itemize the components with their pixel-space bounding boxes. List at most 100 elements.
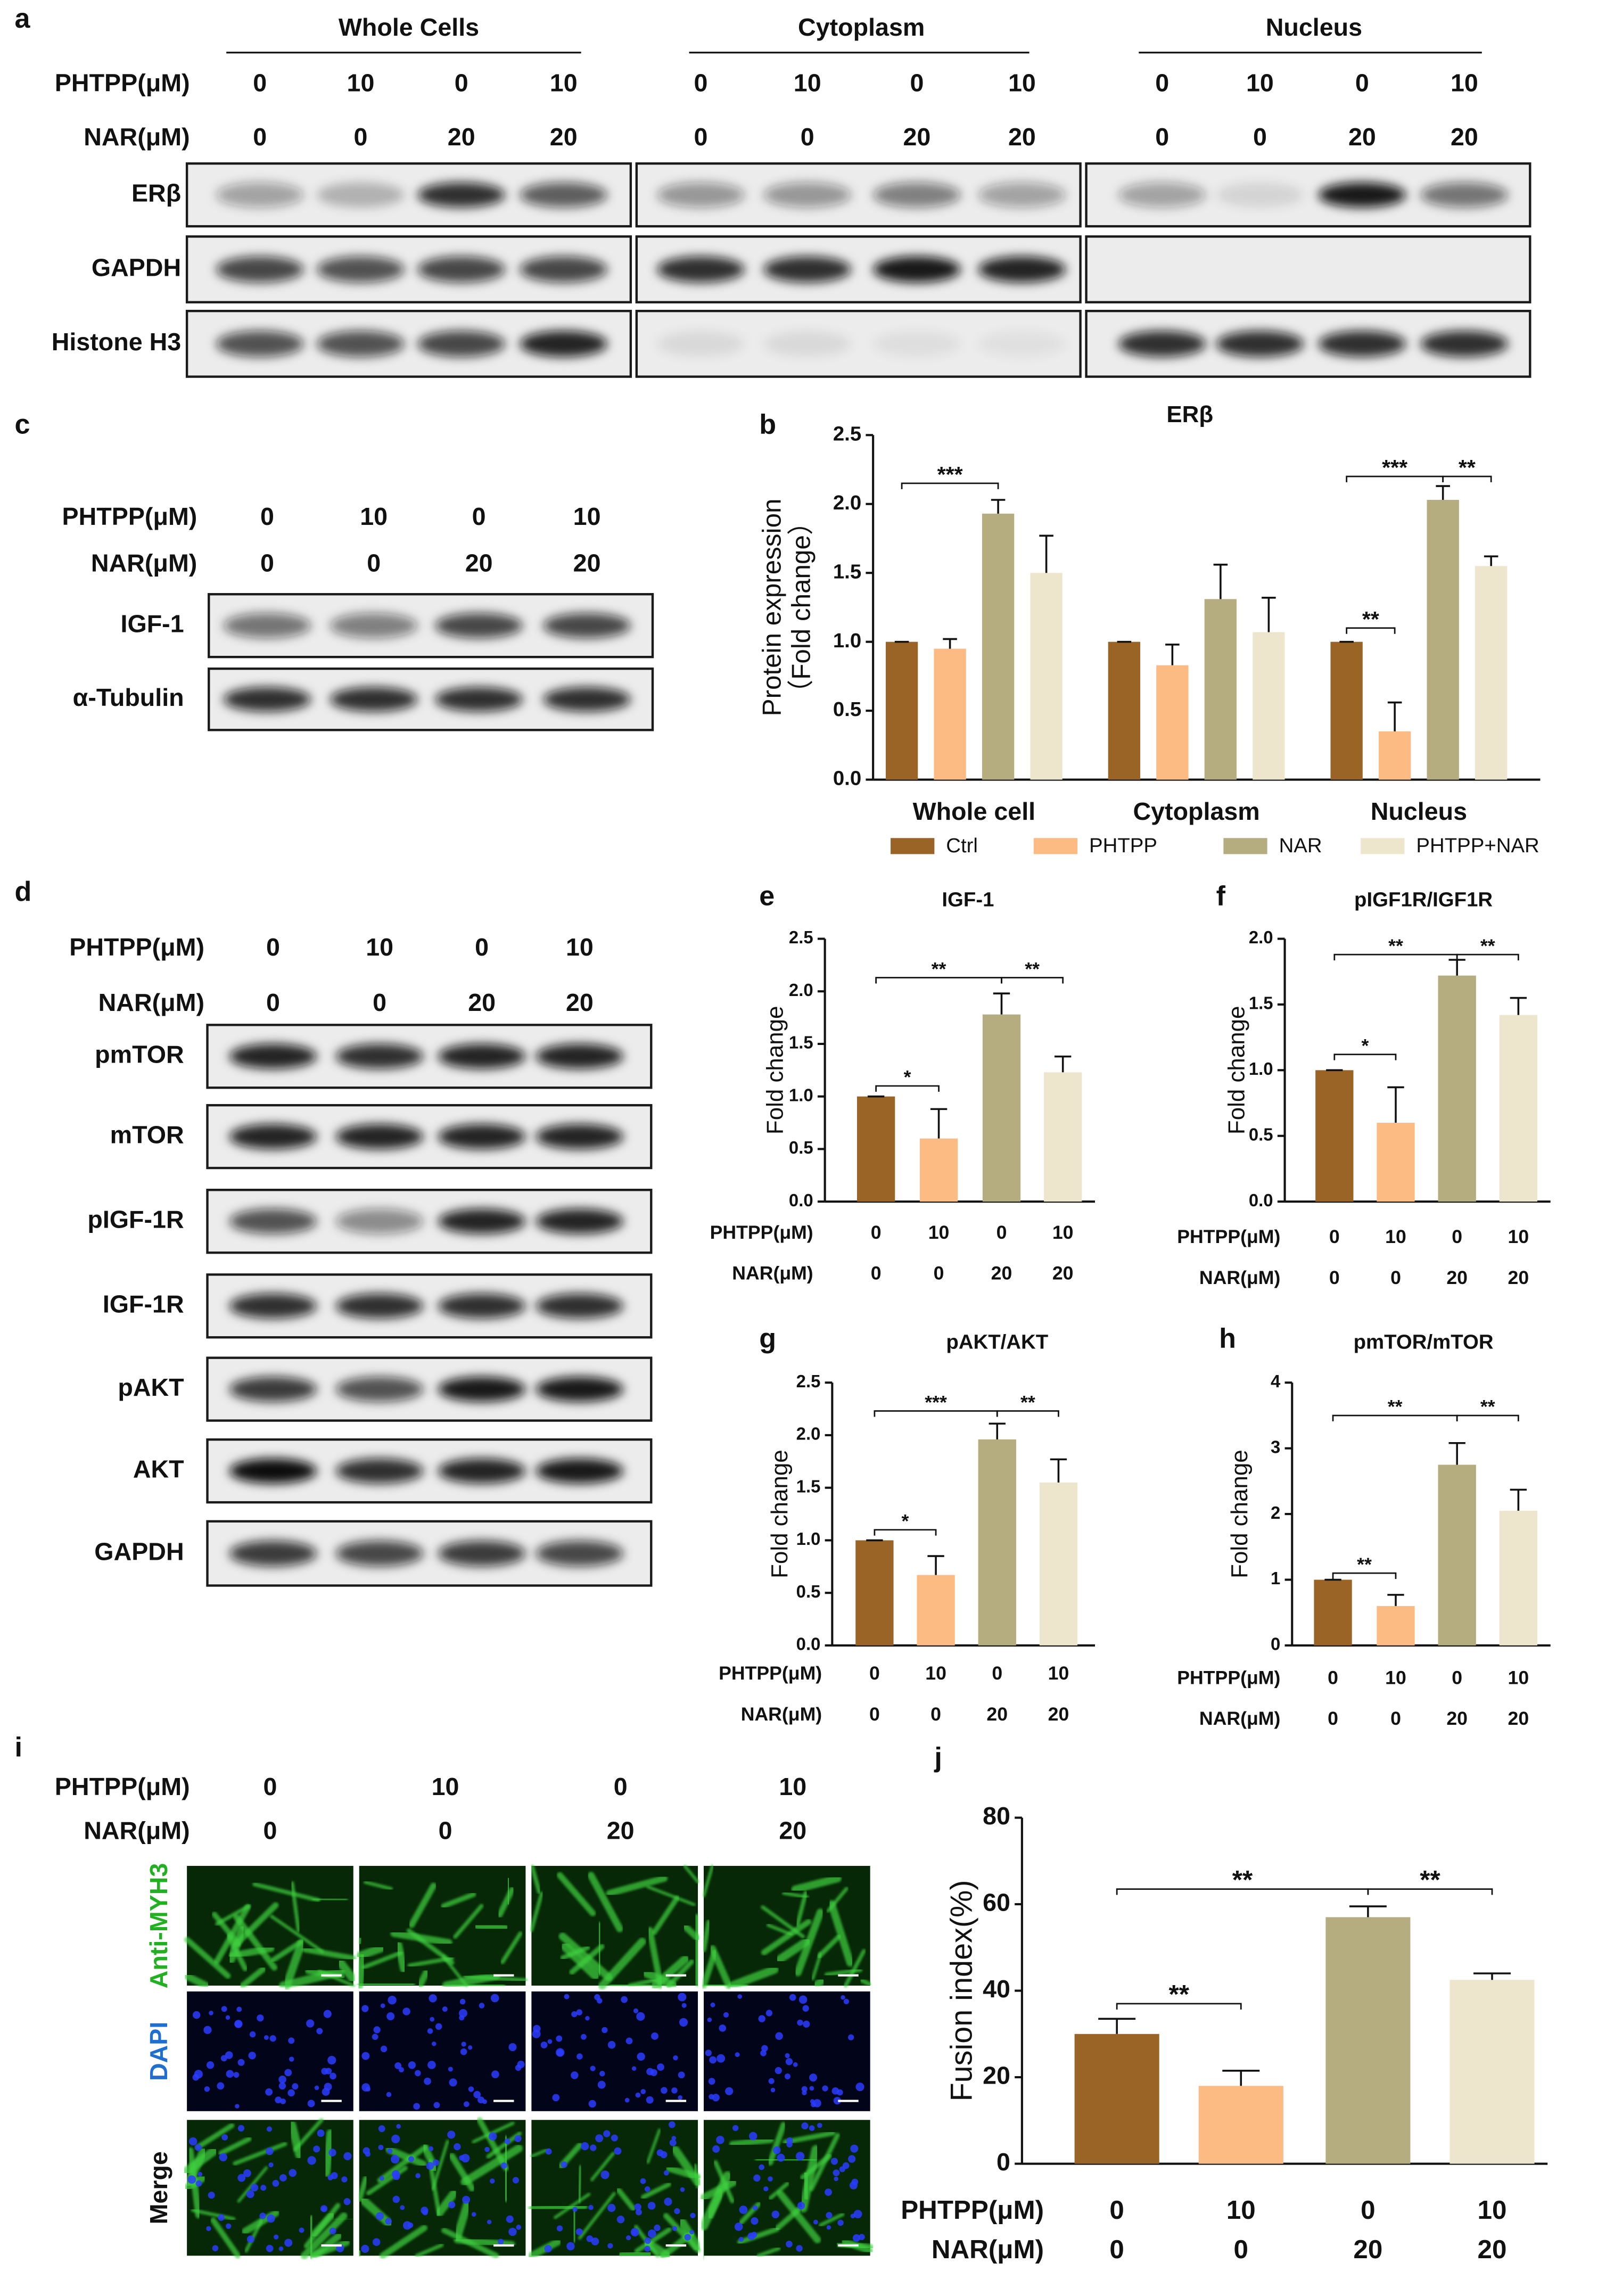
nucleus [379,2176,384,2181]
bar [1039,1482,1078,1645]
nucleus [777,2153,785,2162]
nucleus [299,2227,304,2233]
myotube [434,2188,458,2218]
nucleus [719,2024,727,2032]
label: IGF-1R [103,1290,184,1318]
nucleus [225,2051,233,2059]
label: Histone H3 [52,328,181,356]
nucleus [212,2245,219,2252]
nucleus [473,2091,481,2099]
myotube [590,2152,615,2182]
nucleus [330,2072,336,2080]
error-bar [930,1108,948,1139]
nucleus [391,2155,400,2164]
nucleus [848,2034,854,2040]
nucleus [678,2095,683,2100]
nucleus [284,2069,292,2077]
bar [1330,641,1363,780]
nucleus [532,2029,541,2038]
label: PHTPP(μM) [62,503,197,530]
nucleus [429,1994,437,2003]
nucleus [454,2143,461,2151]
myotube [406,1928,455,1965]
blot-band [229,1540,317,1567]
myotube [187,2147,202,2219]
myotube [303,2203,341,2249]
nucleus [669,2139,677,2146]
myotube [817,1934,842,1959]
y-tick-label: 0.0 [796,1634,821,1654]
nucleus [490,1994,499,2003]
label: 0 [263,1816,277,1844]
myotube [798,2145,820,2213]
bar [1378,731,1411,780]
panel-letter: e [759,880,775,911]
label: 20 [1451,123,1478,151]
nucleus [826,2212,833,2219]
nucleus [219,2153,228,2162]
blot-band [1420,182,1509,208]
error-bar [1050,1458,1067,1483]
nucleus [266,2244,274,2252]
nucleus [449,2078,457,2087]
nucleus [268,2162,274,2168]
nucleus [313,2145,320,2153]
blot-band [229,1293,317,1319]
nucleus [631,2066,637,2071]
blot-band [335,1376,424,1402]
nucleus [204,2086,210,2092]
blot-band [216,256,304,283]
nucleus [459,1998,466,2005]
error-bar [1473,1972,1511,1980]
blot-band [978,331,1066,357]
myotube [558,1932,613,1981]
nucleus [656,2149,664,2157]
x-row-value: 0 [1390,1708,1401,1729]
chart-title: pIGF1R/IGF1R [1354,888,1493,911]
y-tick-label: 1.5 [789,1033,813,1052]
x-row-value: 0 [930,1704,941,1725]
x-row-label: PHTPP(μM) [1177,1226,1280,1247]
label: pmTOR [95,1041,184,1068]
label: 0 [263,1773,277,1800]
nucleus [387,2148,393,2154]
significance-label: *** [937,462,963,487]
blot-band [536,1124,624,1149]
myotube [233,2142,287,2166]
blot-band [536,1208,624,1234]
myotube [279,1968,345,1990]
label: 10 [550,69,578,96]
nucleus [734,2223,743,2231]
nucleus [644,2237,651,2244]
label: 20 [1348,123,1376,151]
myotube [385,2146,427,2168]
nucleus [540,2041,548,2048]
blot-band [438,1458,526,1484]
label: DAPI [145,2022,172,2081]
blot-band [417,182,506,208]
nucleus [678,2071,685,2079]
label: pIGF-1R [87,1205,184,1233]
label: Nucleus [1266,13,1362,41]
nucleus [415,2173,421,2178]
significance-label: ** [1480,935,1495,957]
nucleus [269,2035,276,2042]
x-row-value: 0 [871,1222,882,1243]
nucleus [462,2195,471,2204]
x-row-value: 0 [871,1263,882,1284]
nucleus [672,2226,677,2231]
bar [1253,632,1285,780]
x-row-value: 10 [1508,1667,1529,1688]
blot-band [435,613,523,638]
nucleus [576,2053,583,2060]
myotube [322,2129,335,2177]
nucleus [385,2218,392,2225]
blot-band [335,1043,424,1069]
nucleus [646,2096,654,2104]
legend-label: PHTPP+NAR [1416,834,1539,857]
significance-bracket [874,1529,937,1536]
nucleus [716,2054,726,2063]
micrograph [187,1866,353,1986]
nucleus [708,2078,715,2085]
x-row-value: 0 [1109,2235,1124,2264]
